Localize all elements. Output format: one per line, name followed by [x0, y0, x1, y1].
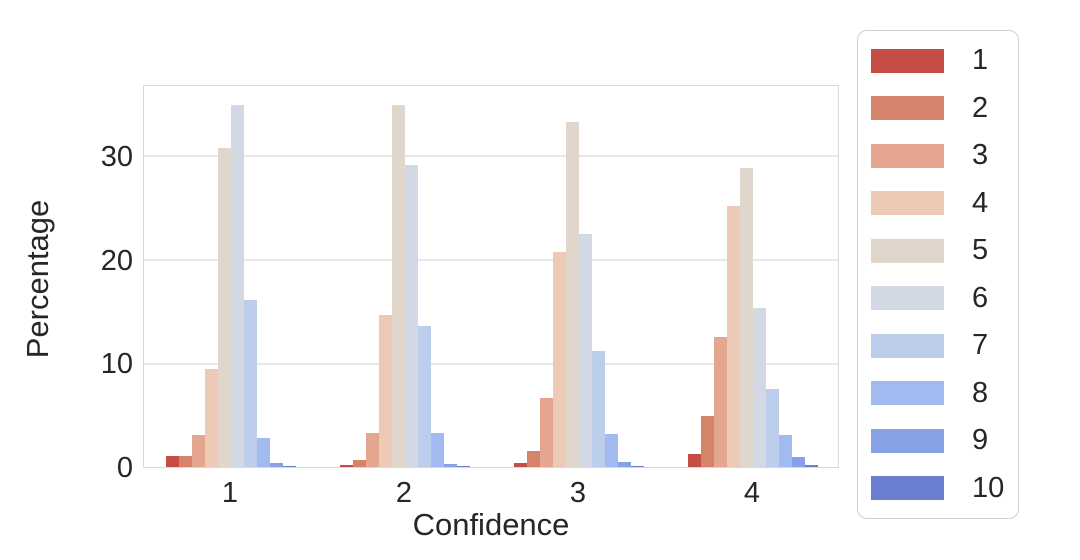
- bar-series-3-confidence-4: [714, 336, 727, 467]
- legend-label-2: 2: [972, 91, 989, 124]
- legend-entry-7: 7: [858, 324, 1018, 368]
- legend-entry-4: 4: [858, 181, 1018, 225]
- x-axis-label: Confidence: [412, 507, 570, 542]
- bar-series-1-confidence-1: [166, 455, 179, 467]
- legend-entry-2: 2: [858, 86, 1018, 130]
- legend-label-3: 3: [972, 139, 989, 172]
- bar-series-2-confidence-3: [527, 451, 540, 467]
- bar-series-3-confidence-2: [366, 432, 379, 467]
- y-axis-label: Percentage: [20, 199, 55, 359]
- legend-label-4: 4: [972, 186, 989, 219]
- bar-series-7-confidence-3: [592, 351, 605, 467]
- legend-swatch-6: [871, 286, 944, 311]
- bar-series-6-confidence-3: [579, 234, 592, 467]
- legend-swatch-9: [871, 428, 944, 453]
- legend-entry-1: 1: [858, 39, 1018, 83]
- legend-swatch-4: [871, 191, 944, 216]
- bar-series-6-confidence-1: [231, 104, 244, 467]
- legend-swatch-7: [871, 333, 944, 358]
- bar-series-10-confidence-2: [457, 465, 470, 467]
- legend-swatch-10: [871, 476, 944, 501]
- bar-series-3-confidence-1: [192, 434, 205, 467]
- bar-series-10-confidence-3: [631, 465, 644, 467]
- bar-series-1-confidence-2: [340, 464, 353, 467]
- bar-series-8-confidence-4: [779, 434, 792, 467]
- y-tick-label-20: 20: [100, 244, 133, 277]
- x-tick-label-4: 4: [743, 477, 761, 509]
- plot-area: [143, 85, 839, 468]
- bar-series-4-confidence-3: [553, 251, 566, 467]
- legend-label-1: 1: [972, 44, 989, 77]
- gridline-y-10: [144, 362, 838, 365]
- legend-entry-6: 6: [858, 276, 1018, 320]
- bar-series-5-confidence-4: [740, 167, 753, 467]
- legend-label-10: 10: [972, 471, 1005, 504]
- bar-series-8-confidence-2: [431, 432, 444, 467]
- bar-series-10-confidence-1: [283, 466, 296, 467]
- legend-entry-8: 8: [858, 371, 1018, 415]
- bar-series-5-confidence-2: [392, 104, 405, 467]
- legend-swatch-2: [871, 96, 944, 121]
- legend-label-6: 6: [972, 281, 989, 314]
- bar-series-6-confidence-4: [753, 307, 766, 467]
- x-tick-label-3: 3: [569, 477, 587, 509]
- bar-series-4-confidence-2: [379, 314, 392, 467]
- gridline-y-30: [144, 155, 838, 158]
- bar-series-2-confidence-1: [179, 455, 192, 467]
- legend-swatch-3: [871, 143, 944, 168]
- bar-series-5-confidence-3: [566, 122, 579, 467]
- bar-series-8-confidence-1: [257, 438, 270, 467]
- bar-series-2-confidence-2: [353, 459, 366, 467]
- legend-entry-3: 3: [858, 134, 1018, 178]
- y-tick-label-0: 0: [116, 452, 133, 484]
- bar-series-9-confidence-3: [618, 461, 631, 467]
- legend-entry-9: 9: [858, 419, 1018, 463]
- bar-series-7-confidence-4: [766, 389, 779, 467]
- gridline-y-20: [144, 258, 838, 261]
- bar-series-1-confidence-3: [514, 463, 527, 467]
- legend-label-8: 8: [972, 376, 989, 409]
- legend-entry-10: 10: [858, 466, 1018, 510]
- bar-series-8-confidence-3: [605, 433, 618, 467]
- y-tick-label-10: 10: [100, 348, 133, 381]
- x-tick-label-1: 1: [221, 477, 239, 509]
- legend-swatch-8: [871, 381, 944, 406]
- bar-series-5-confidence-1: [218, 148, 231, 467]
- legend-entry-5: 5: [858, 229, 1018, 273]
- legend-label-5: 5: [972, 234, 989, 267]
- bar-series-9-confidence-4: [792, 456, 805, 467]
- legend-swatch-1: [871, 48, 944, 73]
- x-tick-label-2: 2: [395, 477, 413, 509]
- bar-series-9-confidence-2: [444, 463, 457, 467]
- bar-series-10-confidence-4: [805, 464, 818, 467]
- legend-label-9: 9: [972, 424, 989, 457]
- bar-series-6-confidence-2: [405, 164, 418, 467]
- bar-series-1-confidence-4: [688, 453, 701, 467]
- legend: 1 2 3 4 5 6 7 8 9 10: [857, 30, 1019, 519]
- bar-series-3-confidence-3: [540, 397, 553, 467]
- legend-swatch-5: [871, 238, 944, 263]
- bar-series-4-confidence-4: [727, 206, 740, 467]
- bar-series-7-confidence-2: [418, 326, 431, 467]
- y-tick-label-30: 30: [100, 141, 133, 174]
- legend-label-7: 7: [972, 329, 989, 362]
- bar-series-9-confidence-1: [270, 462, 283, 467]
- bar-series-2-confidence-4: [701, 416, 714, 467]
- bar-series-7-confidence-1: [244, 300, 257, 467]
- bar-series-4-confidence-1: [205, 368, 218, 467]
